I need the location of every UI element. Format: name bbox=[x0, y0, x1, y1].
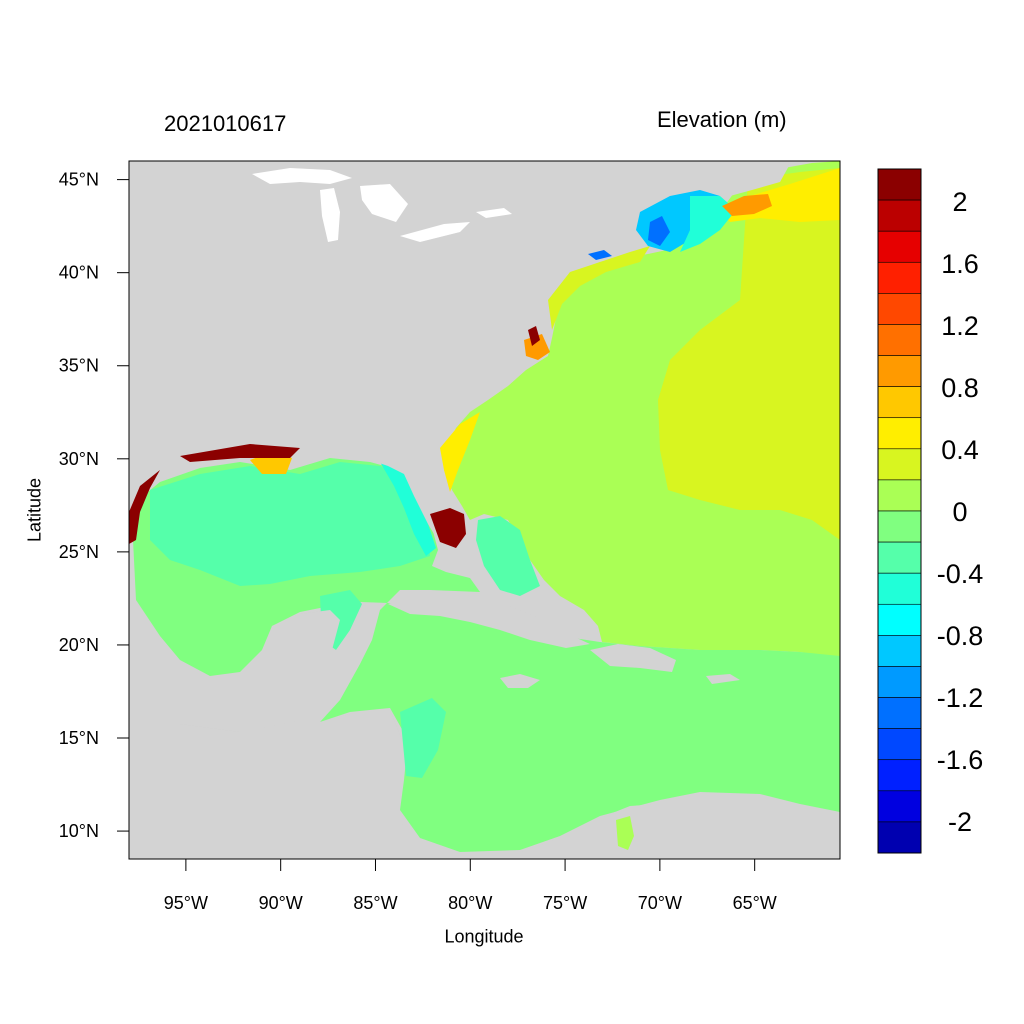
florida-west-shelf bbox=[380, 462, 436, 556]
colorbar-swatch bbox=[877, 261, 922, 294]
x-tick-label: 65°W bbox=[733, 893, 777, 913]
lake-erie bbox=[400, 222, 470, 242]
colorbar-swatch bbox=[877, 168, 922, 201]
colorbar-title: Elevation (m) bbox=[657, 107, 787, 132]
colorbar-swatch bbox=[877, 666, 922, 698]
colorbar-swatch bbox=[877, 541, 922, 574]
colorbar-label: 0.4 bbox=[941, 435, 979, 465]
colorbar-swatch bbox=[877, 603, 922, 636]
colorbar-frame bbox=[877, 168, 922, 854]
colorbar-label: -0.8 bbox=[937, 621, 984, 651]
gulf-interior-low bbox=[150, 462, 430, 586]
yucatan-land bbox=[262, 610, 340, 716]
x-tick-label: 95°W bbox=[164, 893, 208, 913]
colorbar-swatch bbox=[877, 759, 922, 792]
colorbar-label: 1.2 bbox=[941, 311, 979, 341]
puerto-rico-land bbox=[706, 674, 740, 684]
map-frame bbox=[128, 160, 841, 860]
lake-superior bbox=[252, 168, 352, 184]
fundy-surge bbox=[722, 194, 772, 216]
lake-ontario bbox=[476, 208, 512, 218]
colorbar: 2 1.6 1.2 0.8 0.4 0 -0.4 -0.8 -1.2 -1.6 -2 bbox=[877, 168, 984, 854]
y-axis-ticks: 45°N 40°N 35°N 30°N 25°N 20°N 15°N 10°N bbox=[59, 170, 129, 841]
colorbar-swatch bbox=[877, 572, 922, 605]
date-label: 2021010617 bbox=[164, 111, 287, 136]
colorbar-swatch bbox=[877, 230, 922, 263]
colorbar-label: -1.2 bbox=[937, 683, 984, 713]
colorbar-swatch bbox=[877, 448, 922, 481]
cape-cod-lowest bbox=[648, 216, 670, 246]
colorbar-swatch bbox=[877, 355, 922, 387]
nova-scotia-land bbox=[728, 164, 790, 196]
y-tick-label: 10°N bbox=[59, 821, 99, 841]
louisiana-coast-high bbox=[180, 444, 300, 462]
colorbar-label: -2 bbox=[948, 807, 972, 837]
carolina-surge bbox=[524, 334, 550, 360]
texas-coast-high bbox=[129, 470, 160, 544]
x-axis-ticks: 95°W 90°W 85°W 80°W 75°W 70°W 65°W bbox=[164, 859, 777, 913]
y-tick-label: 20°N bbox=[59, 635, 99, 655]
maracaibo-lake bbox=[616, 816, 634, 850]
colorbar-label: 0 bbox=[952, 497, 967, 527]
y-tick-label: 30°N bbox=[59, 449, 99, 469]
hispaniola-land bbox=[590, 644, 676, 672]
cuba-land bbox=[388, 592, 590, 648]
mid-atlantic-shelf bbox=[548, 246, 650, 330]
bahamas-shelf bbox=[476, 516, 540, 596]
long-island-low bbox=[588, 250, 612, 260]
x-tick-label: 85°W bbox=[353, 893, 397, 913]
colorbar-label: -1.6 bbox=[937, 745, 984, 775]
colorbar-swatch bbox=[877, 479, 922, 512]
colorbar-swatch bbox=[877, 293, 922, 325]
colorbar-swatch bbox=[877, 510, 922, 543]
jamaica-land bbox=[500, 674, 540, 688]
y-tick-label: 25°N bbox=[59, 542, 99, 562]
nicaragua-shelf bbox=[400, 698, 446, 778]
colorbar-swatch bbox=[877, 790, 922, 823]
se-coast-shelf bbox=[440, 412, 480, 492]
colorbar-label: 2 bbox=[952, 187, 967, 217]
colorbar-swatch bbox=[877, 199, 922, 232]
x-tick-label: 90°W bbox=[259, 893, 303, 913]
lake-michigan bbox=[320, 188, 340, 242]
y-tick-label: 45°N bbox=[59, 170, 99, 190]
colorbar-swatch bbox=[877, 635, 922, 667]
lake-huron bbox=[360, 184, 408, 222]
y-tick-label: 15°N bbox=[59, 728, 99, 748]
colorbar-label: 0.8 bbox=[941, 373, 979, 403]
x-axis-title: Longitude bbox=[444, 926, 524, 947]
colorbar-swatch bbox=[877, 821, 922, 854]
x-tick-label: 70°W bbox=[638, 893, 682, 913]
south-florida-surge bbox=[430, 508, 466, 548]
colorbar-swatch bbox=[877, 728, 922, 761]
colorbar-swatch bbox=[877, 386, 922, 419]
central-america-land bbox=[129, 710, 420, 859]
outer-banks-surge bbox=[528, 326, 540, 346]
y-tick-label: 40°N bbox=[59, 263, 99, 283]
colorbar-swatch bbox=[877, 417, 922, 450]
colorbar-label: -0.4 bbox=[937, 559, 984, 589]
colorbar-label: 1.6 bbox=[941, 249, 979, 279]
y-tick-label: 35°N bbox=[59, 356, 99, 376]
map-plot-area bbox=[129, 161, 840, 859]
gulf-of-maine-low bbox=[680, 196, 736, 252]
colorbar-swatch bbox=[877, 697, 922, 729]
x-tick-label: 80°W bbox=[448, 893, 492, 913]
x-tick-label: 75°W bbox=[543, 893, 587, 913]
atlantic-east-zone bbox=[658, 168, 840, 540]
colorbar-swatch bbox=[877, 324, 922, 356]
